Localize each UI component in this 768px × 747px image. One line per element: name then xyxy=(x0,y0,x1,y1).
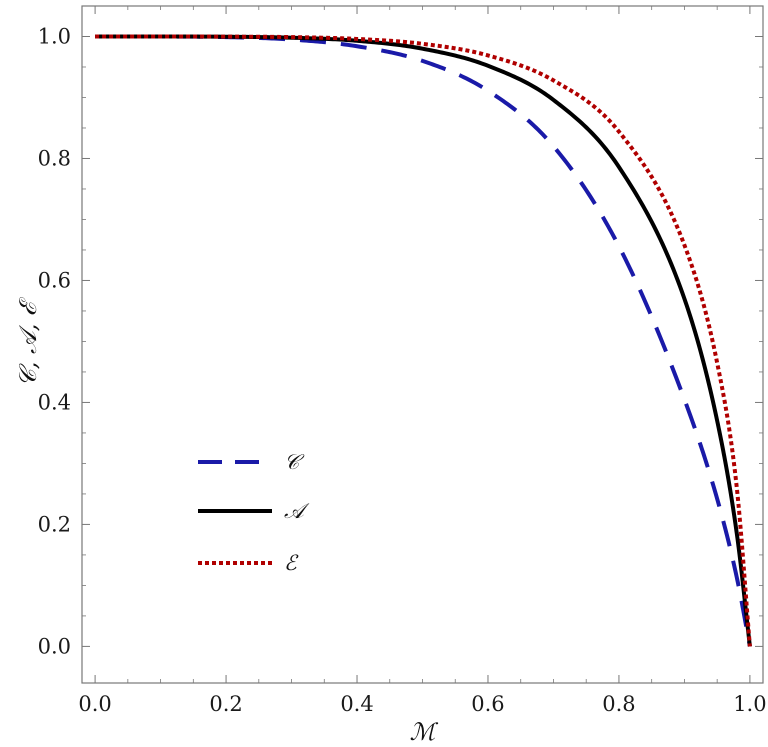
x-tick-label: 0.8 xyxy=(602,692,635,716)
x-tick-label: 0.2 xyxy=(209,692,242,716)
y-tick-label: 0.2 xyxy=(38,512,71,536)
x-axis-label: ℳ xyxy=(410,718,439,746)
y-tick-label: 0.4 xyxy=(38,390,71,414)
plot-frame xyxy=(81,5,764,684)
series-line-1 xyxy=(95,34,752,647)
x-tick-label: 0.4 xyxy=(340,692,373,716)
plot-border xyxy=(81,5,764,684)
y-tick-label: 1.0 xyxy=(38,24,71,48)
legend-label-1: 𝒜 xyxy=(284,499,310,523)
x-tick-label: 0.6 xyxy=(471,692,504,716)
y-tick-label: 0.6 xyxy=(38,268,71,292)
x-tick-label: 1.0 xyxy=(733,692,766,716)
series-layer xyxy=(95,34,752,647)
legend-label-2: ℰ xyxy=(284,551,299,575)
y-tick-label: 0.0 xyxy=(38,634,71,658)
x-axis: 0.0 0.2 0.4 0.6 0.8 1.0 xyxy=(78,6,767,716)
series-line-2 xyxy=(95,34,752,647)
x-tick-label: 0.0 xyxy=(78,692,111,716)
y-axis-label: 𝒞, 𝒜, ℰ xyxy=(14,296,42,387)
legend: 𝒞 𝒜 ℰ xyxy=(198,450,310,575)
y-tick-label: 0.8 xyxy=(38,146,71,170)
y-axis: 0.0 0.2 0.4 0.6 0.8 1.0 xyxy=(38,24,763,658)
series-line-0 xyxy=(95,34,752,647)
legend-label-0: 𝒞 xyxy=(284,450,305,474)
